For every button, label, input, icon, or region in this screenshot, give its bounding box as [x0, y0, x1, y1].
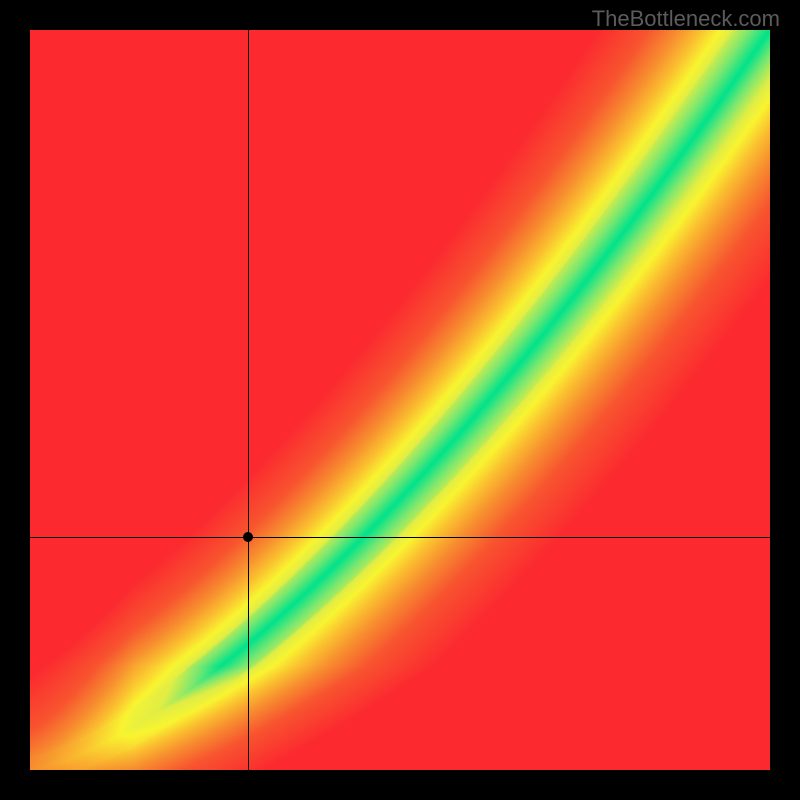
crosshair-marker: [243, 532, 253, 542]
crosshair-horizontal: [30, 537, 770, 538]
heatmap-plot: [30, 30, 770, 770]
heatmap-canvas: [30, 30, 770, 770]
crosshair-vertical: [248, 30, 249, 770]
watermark-text: TheBottleneck.com: [592, 6, 780, 32]
